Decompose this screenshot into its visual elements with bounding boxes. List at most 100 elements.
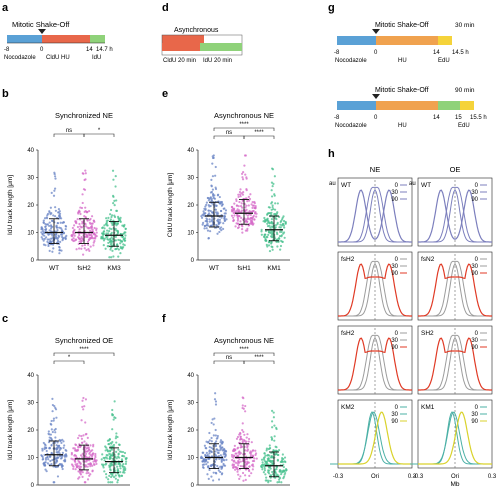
data-point (104, 463, 107, 466)
data-point (105, 476, 108, 479)
data-point (101, 226, 104, 230)
data-point (106, 439, 110, 442)
data-point (214, 403, 218, 406)
panel-c: c Synchronized OE 0 10 20 30 40 IdU track lengt… (2, 313, 130, 488)
data-point (246, 218, 250, 221)
data-point (121, 224, 124, 227)
data-point (119, 246, 122, 250)
data-point (51, 234, 54, 237)
data-point (64, 454, 68, 457)
data-point (246, 214, 249, 217)
group-fsH2 (70, 169, 98, 256)
data-point (88, 221, 92, 224)
data-point (45, 217, 49, 220)
data-point (270, 189, 273, 192)
data-point (78, 247, 81, 250)
data-point (276, 245, 279, 248)
data-point (76, 218, 79, 221)
data-point (72, 229, 75, 232)
data-point (84, 206, 87, 209)
data-point (251, 206, 254, 209)
data-point (125, 456, 128, 460)
data-point (109, 469, 112, 472)
g-bottom-bar-hu (376, 101, 438, 110)
data-point (232, 216, 235, 219)
g-top-tick-1: 0 (374, 50, 378, 56)
data-point (74, 443, 77, 446)
data-point (46, 238, 49, 241)
data-point (84, 455, 87, 458)
panel-letter-c: c (2, 313, 8, 325)
data-point (88, 474, 91, 477)
data-point (79, 465, 83, 468)
y-tick-label: 30 (27, 176, 34, 182)
data-point (123, 455, 126, 458)
data-point (49, 433, 52, 436)
data-point (273, 439, 276, 442)
data-point (109, 465, 112, 468)
tick-a-2: 14 (86, 47, 93, 53)
h-curve-30 (338, 186, 412, 243)
data-point (70, 457, 73, 460)
data-point (239, 188, 242, 191)
data-point (211, 463, 214, 467)
data-point (115, 441, 118, 444)
data-point (77, 445, 80, 448)
data-point (100, 236, 103, 239)
data-point (90, 224, 93, 228)
data-point (73, 459, 76, 462)
data-point (71, 238, 74, 241)
data-point (232, 219, 235, 223)
data-point (203, 224, 207, 228)
data-point (62, 221, 65, 224)
data-point (265, 447, 269, 450)
data-point (112, 418, 115, 421)
data-point (118, 218, 122, 221)
data-point (115, 435, 118, 438)
data-point (241, 231, 244, 234)
data-point (84, 398, 88, 401)
g-bottom-bar-nocodazole (337, 101, 376, 110)
data-point (272, 411, 275, 414)
data-point (208, 431, 211, 435)
data-point (47, 244, 50, 248)
data-point (284, 471, 287, 475)
sig-label: ns (226, 355, 232, 361)
data-point (270, 437, 274, 440)
group-WT (40, 171, 68, 255)
data-point (113, 400, 116, 403)
group-KM1 (260, 167, 287, 253)
data-point (207, 209, 210, 212)
data-point (86, 240, 90, 243)
group-fsH2 (70, 396, 98, 484)
data-point (273, 208, 277, 211)
data-point (116, 222, 120, 225)
data-point (270, 221, 273, 224)
data-point (107, 232, 110, 235)
data-point (52, 247, 55, 250)
data-point (278, 237, 281, 240)
data-point (85, 235, 88, 238)
data-point (271, 248, 274, 251)
data-point (278, 470, 281, 473)
data-point (211, 162, 214, 165)
data-point (89, 233, 92, 237)
data-point (77, 459, 80, 462)
data-point (220, 467, 223, 470)
data-point (242, 407, 245, 410)
data-point (50, 191, 53, 194)
data-point (53, 189, 56, 192)
data-point (254, 205, 257, 208)
panel-d: d Asynchronous CldU 20 min IdU 20 min (161, 2, 243, 64)
data-point (58, 246, 61, 249)
data-point (103, 227, 106, 230)
data-point (54, 235, 58, 238)
data-point (89, 444, 92, 447)
data-point (251, 210, 255, 213)
data-point (244, 220, 247, 223)
data-point (110, 240, 113, 243)
y-tick-label: 40 (27, 148, 34, 154)
data-point (91, 228, 94, 231)
data-point (114, 474, 117, 477)
data-point (207, 464, 210, 468)
